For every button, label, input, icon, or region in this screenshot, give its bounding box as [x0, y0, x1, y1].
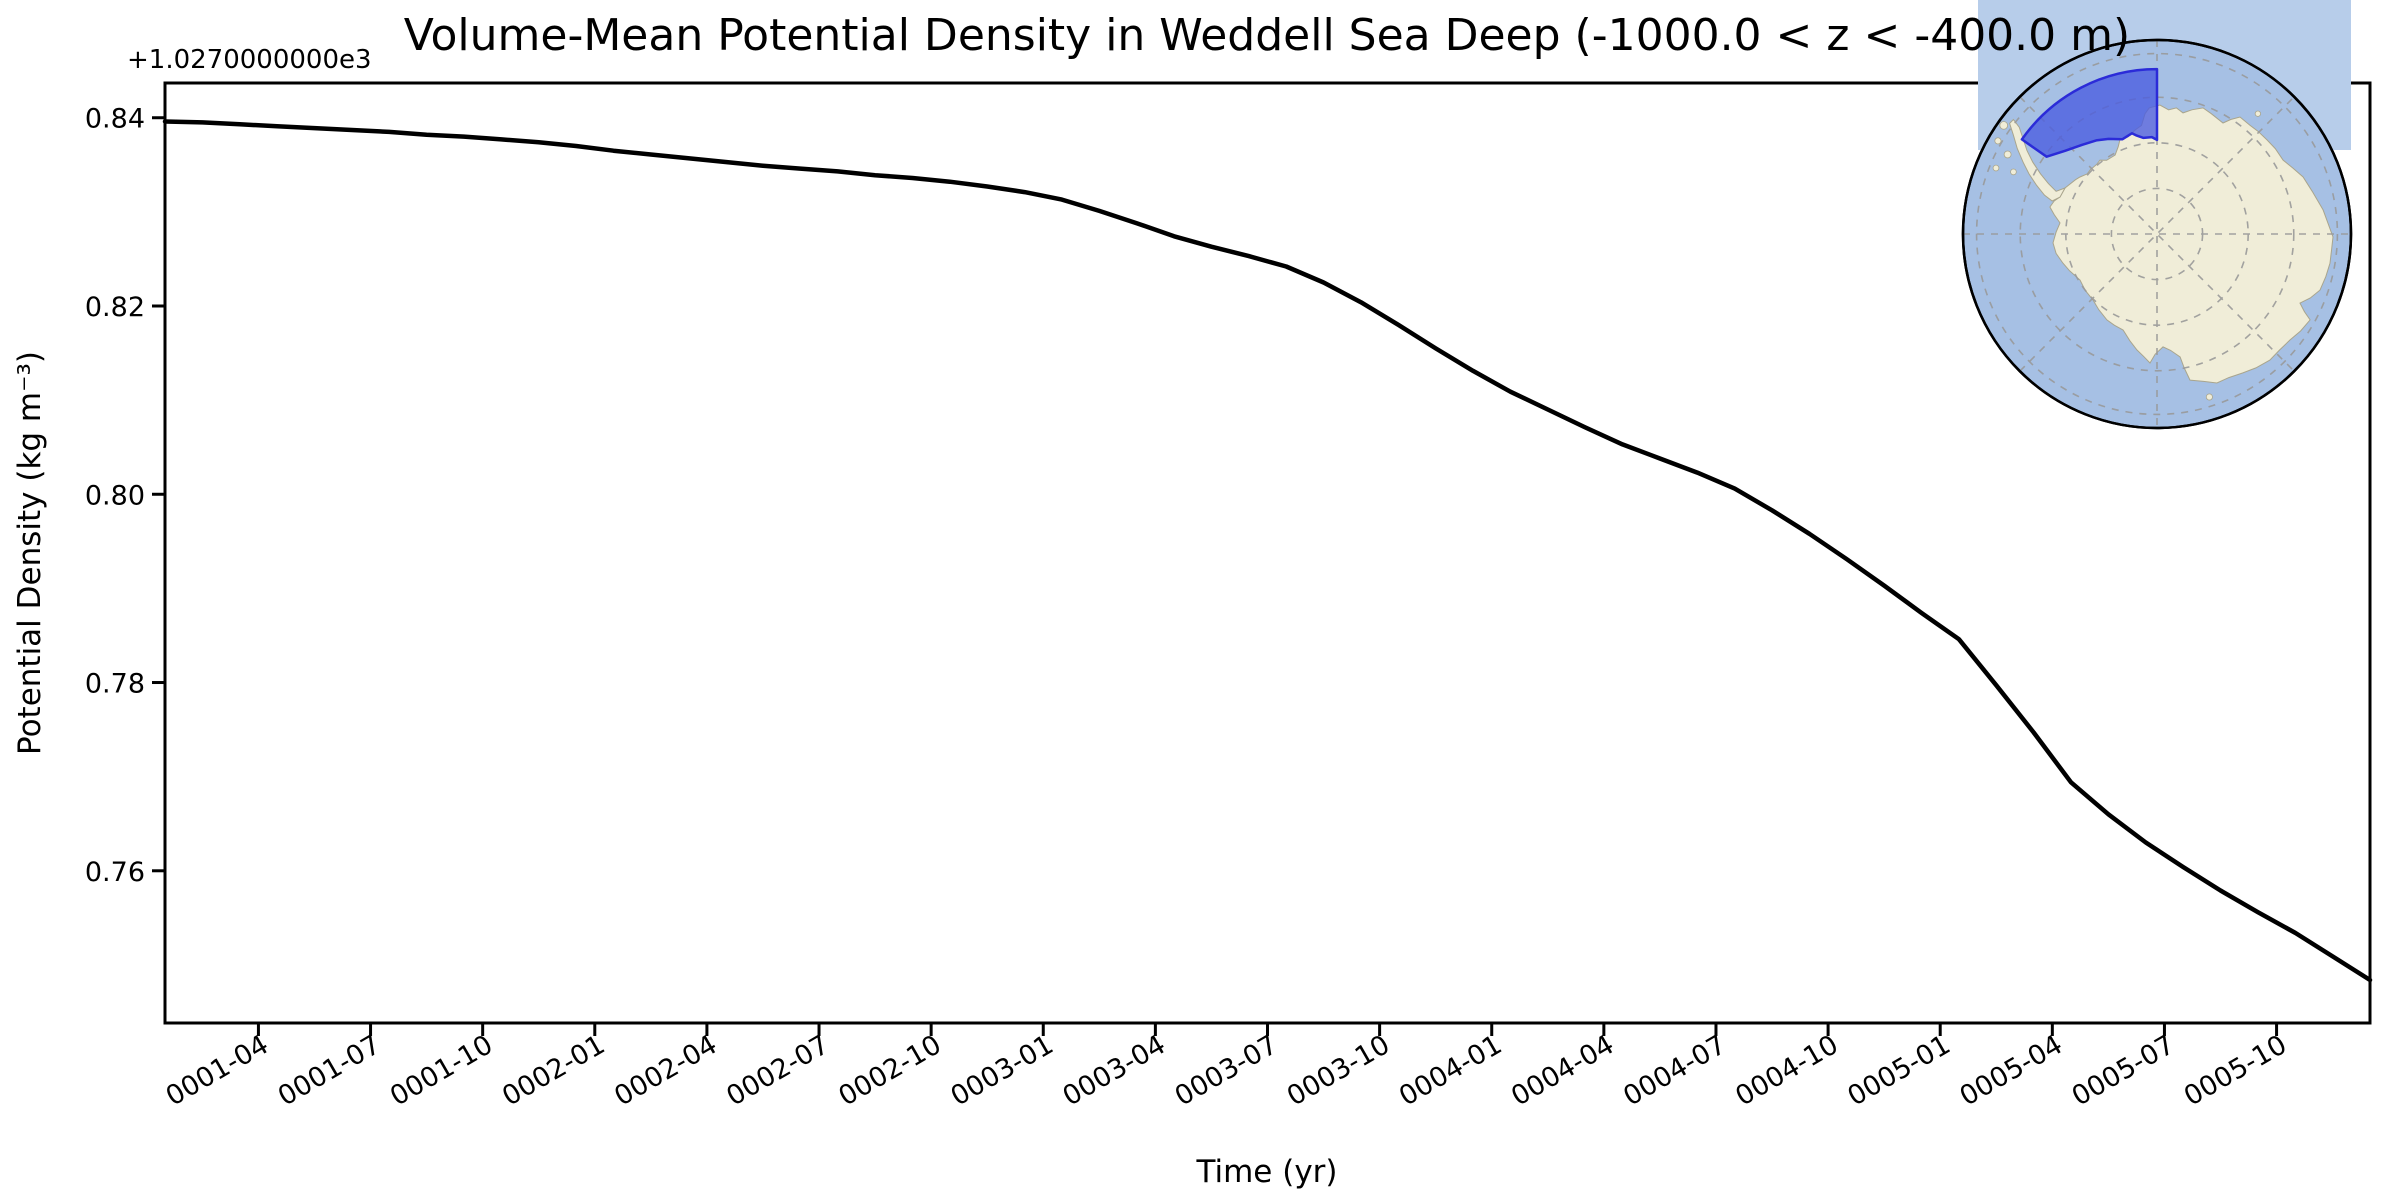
y-tick-label: 0.84 [85, 104, 145, 135]
x-tick-label: 0003-04 [1058, 1029, 1171, 1112]
x-tick-label: 0004-07 [1618, 1029, 1731, 1112]
x-tick-label: 0003-07 [1170, 1029, 1283, 1112]
x-tick-label: 0005-10 [2179, 1029, 2292, 1112]
x-tick-label: 0003-10 [1282, 1029, 1395, 1112]
x-tick-label: 0005-04 [1955, 1029, 2068, 1112]
x-tick-label: 0002-01 [497, 1029, 610, 1112]
y-tick-label: 0.82 [85, 292, 145, 323]
y-axis: 0.84 0.82 0.80 0.78 0.76 [85, 104, 165, 888]
antarctica-inset-map [1961, 0, 2353, 430]
weddell-sea-highlight-region [2020, 67, 2159, 158]
y-tick-label: 0.80 [85, 480, 145, 511]
island [1994, 137, 2002, 145]
x-tick-label: 0004-01 [1394, 1029, 1507, 1112]
island [1999, 121, 2009, 130]
y-axis-label: Potential Density (kg m⁻³) [12, 351, 48, 755]
graticule [1964, 41, 2350, 427]
x-tick-label: 0003-01 [946, 1029, 1059, 1112]
map-content [1964, 41, 2350, 427]
x-tick-label: 0001-07 [273, 1029, 386, 1112]
meridian-line [2019, 96, 2295, 372]
x-tick-label: 0002-10 [833, 1029, 946, 1112]
antarctic-peninsula [2009, 118, 2067, 202]
latitude-circle [1975, 52, 2339, 416]
x-tick-label: 0004-04 [1506, 1029, 1619, 1112]
chart-title: Volume-Mean Potential Density in Weddell… [404, 10, 2130, 61]
potential-density-line [162, 119, 2373, 983]
x-tick-label: 0002-04 [609, 1029, 722, 1112]
x-tick-label: 0004-10 [1730, 1029, 1843, 1112]
series-line [162, 119, 2373, 983]
map-boundary-circle [1961, 38, 2353, 430]
y-axis-offset-text: +1.0270000000e3 [127, 45, 372, 75]
island [2003, 150, 2012, 159]
meridian-line [2019, 96, 2295, 372]
x-axis-label: Time (yr) [1196, 1154, 1338, 1190]
x-tick-label: 0005-07 [2067, 1029, 2180, 1112]
x-tick-label: 0002-07 [721, 1029, 834, 1112]
x-tick-label: 0001-04 [161, 1029, 274, 1112]
island [2010, 168, 2017, 176]
y-tick-label: 0.78 [85, 669, 145, 700]
y-tick-label: 0.76 [85, 857, 145, 888]
island [2254, 110, 2261, 117]
x-tick-label: 0005-01 [1843, 1029, 1956, 1112]
x-tick-label: 0001-10 [385, 1029, 498, 1112]
island [2205, 393, 2213, 401]
x-axis: 0001-040001-070001-100002-010002-040002-… [161, 1023, 2292, 1112]
island [1992, 164, 2000, 172]
